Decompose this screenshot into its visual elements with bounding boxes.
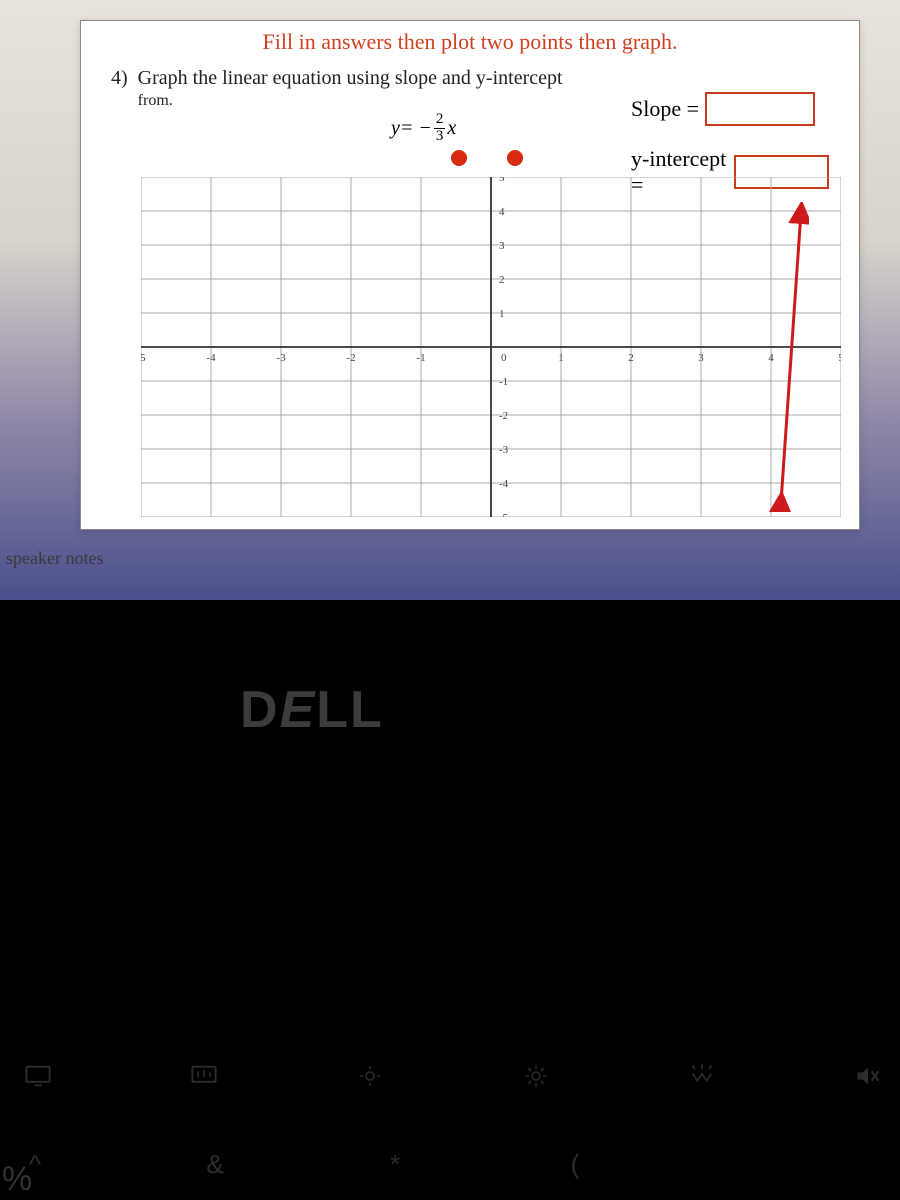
slide-card: Fill in answers then plot two points the…	[80, 20, 860, 530]
svg-text:4: 4	[499, 206, 505, 218]
fraction-denominator: 3	[434, 129, 446, 145]
svg-text:1: 1	[558, 352, 564, 364]
key-amp: &	[200, 1149, 230, 1180]
key-percent-edge: %	[2, 1162, 32, 1196]
svg-text:-4: -4	[206, 352, 216, 364]
bezel-area: DELL ^ & * ( %	[0, 600, 900, 1200]
svg-text:-4: -4	[499, 478, 509, 490]
symbol-key-row: ^ & * (	[20, 1149, 590, 1180]
mute-icon	[850, 1062, 886, 1090]
brightness-up-icon	[518, 1062, 554, 1090]
coordinate-grid[interactable]: -5-4-3-2-101234512345-1-2-3-4-5	[141, 177, 841, 517]
svg-text:-2: -2	[346, 352, 355, 364]
speaker-notes-label[interactable]: speaker notes	[6, 548, 103, 569]
plot-point-handles	[451, 150, 523, 166]
double-arrow	[769, 202, 809, 512]
slope-row: Slope =	[631, 92, 829, 126]
slope-label: Slope =	[631, 96, 699, 122]
svg-text:-3: -3	[276, 352, 286, 364]
dell-logo: DELL	[240, 680, 384, 740]
svg-text:-5: -5	[141, 352, 146, 364]
question-number: 4)	[111, 67, 128, 90]
svg-text:-2: -2	[499, 410, 508, 422]
grid-svg: -5-4-3-2-101234512345-1-2-3-4-5	[141, 177, 841, 517]
equation-lhs: y	[391, 117, 400, 140]
svg-text:2: 2	[499, 274, 505, 286]
monitor-icon	[20, 1062, 56, 1090]
equation-var: x	[447, 117, 456, 140]
question-text: Graph the linear equation using slope an…	[138, 67, 563, 90]
question-text-block: Graph the linear equation using slope an…	[138, 67, 563, 110]
monitor-bars-icon	[186, 1062, 222, 1090]
equation: y = − 2 3 x	[391, 112, 456, 145]
svg-text:3: 3	[698, 352, 704, 364]
equation-fraction: 2 3	[434, 112, 446, 145]
equation-eq: = −	[400, 117, 432, 140]
screen-area: Fill in answers then plot two points the…	[0, 0, 900, 600]
svg-text:1: 1	[499, 308, 505, 320]
svg-text:-1: -1	[499, 376, 508, 388]
backlight-icon	[684, 1062, 720, 1090]
fraction-numerator: 2	[434, 112, 446, 129]
question-subtext: from.	[138, 92, 563, 110]
fn-key-row	[20, 1062, 886, 1090]
key-paren: (	[560, 1149, 590, 1180]
svg-text:-5: -5	[499, 512, 509, 517]
svg-text:-1: -1	[416, 352, 425, 364]
svg-text:3: 3	[499, 240, 505, 252]
svg-text:2: 2	[628, 352, 634, 364]
svg-text:5: 5	[838, 352, 841, 364]
brightness-down-icon	[352, 1062, 388, 1090]
instruction-text: Fill in answers then plot two points the…	[111, 29, 829, 55]
svg-text:5: 5	[499, 177, 505, 184]
plot-point-2[interactable]	[507, 150, 523, 166]
svg-text:0: 0	[501, 352, 507, 364]
slope-input[interactable]	[705, 92, 815, 126]
plot-point-1[interactable]	[451, 150, 467, 166]
key-star: *	[380, 1149, 410, 1180]
svg-text:-3: -3	[499, 444, 509, 456]
